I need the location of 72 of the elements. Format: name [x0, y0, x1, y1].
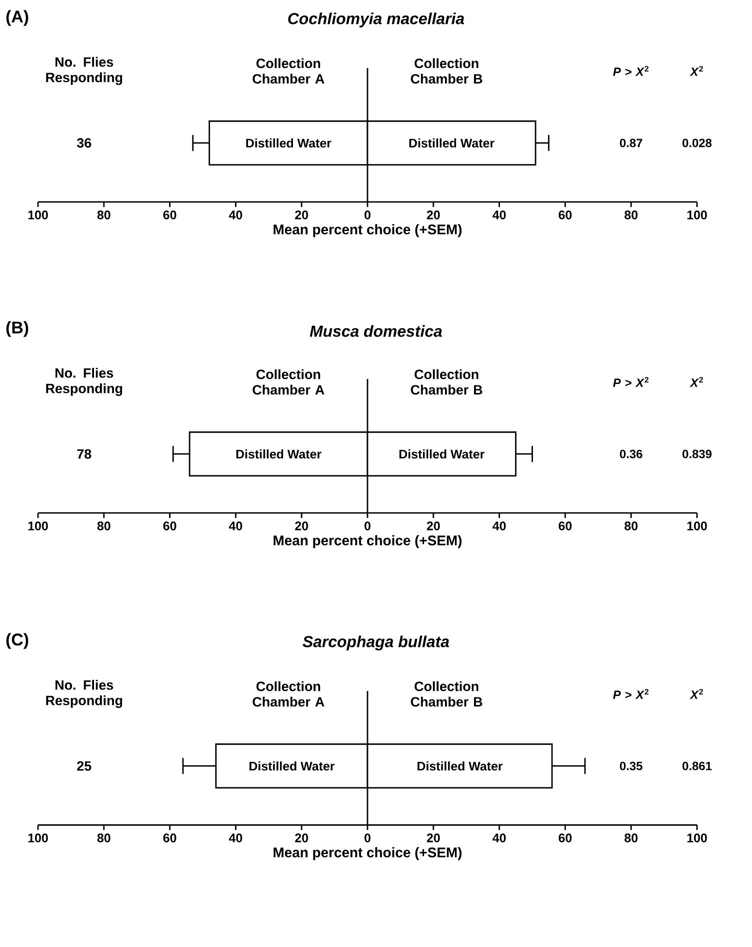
- x-tick-label: 0: [364, 210, 370, 220]
- annotation: 0.87: [620, 138, 642, 148]
- text: (B): [6, 321, 28, 337]
- x-tick-label: 80: [624, 210, 638, 220]
- x-tick-label: 60: [163, 522, 176, 530]
- text: Collection Chamber A: [252, 681, 324, 707]
- x-axis-title: Mean percent choice (+SEM): [274, 535, 462, 548]
- data-label: Distilled Water: [236, 449, 322, 459]
- x-tick-label: 80: [97, 210, 110, 220]
- x-tick-label: 80: [624, 834, 638, 842]
- x-tick-label: 100: [28, 210, 48, 220]
- x-tick-label: 20: [295, 522, 308, 530]
- annotation: P > X$^{2}$: [613, 376, 648, 387]
- x-tick-label: 60: [558, 210, 572, 220]
- text: (C): [6, 633, 28, 649]
- annotation: No. Flies Responding: [46, 680, 122, 708]
- text: Collection Chamber B: [410, 681, 482, 707]
- x-tick-label: 80: [624, 522, 638, 530]
- data-label: Distilled Water: [399, 449, 484, 459]
- annotation: X$^{2}$: [690, 66, 703, 76]
- x-tick-label: 20: [426, 210, 440, 220]
- data-label: Distilled Water: [418, 761, 503, 771]
- data-label: Distilled Water: [246, 138, 332, 148]
- x-tick-label: 40: [492, 210, 506, 220]
- annotation: X$^{2}$: [690, 688, 703, 699]
- x-axis-title: Mean percent choice (+SEM): [274, 847, 462, 860]
- annotation: X$^{2}$: [690, 376, 703, 387]
- annotation: 0.028: [682, 138, 712, 148]
- annotation: 0.861: [682, 762, 712, 770]
- x-tick-label: 100: [687, 834, 707, 842]
- chart-title: Sarcophaga bullata: [302, 636, 450, 650]
- text: Collection Chamber B: [410, 58, 482, 84]
- x-tick-label: 60: [163, 210, 176, 220]
- text: Collection Chamber A: [252, 369, 324, 395]
- x-tick-label: 20: [295, 834, 308, 842]
- x-tick-label: 60: [558, 522, 572, 530]
- x-tick-label: 40: [228, 834, 242, 842]
- annotation: 36: [76, 138, 92, 148]
- x-tick-label: 40: [492, 834, 506, 842]
- annotation: 0.36: [620, 450, 642, 458]
- chart-title: Musca domestica: [310, 325, 442, 337]
- x-tick-label: 80: [97, 522, 110, 530]
- text: Collection Chamber B: [410, 369, 482, 395]
- x-tick-label: 100: [687, 522, 707, 530]
- x-tick-label: 100: [28, 834, 48, 842]
- x-tick-label: 60: [558, 834, 572, 842]
- annotation: 78: [77, 449, 92, 459]
- x-axis-title: Mean percent choice (+SEM): [274, 224, 462, 238]
- annotation: 25: [77, 761, 92, 771]
- x-tick-label: 100: [28, 522, 48, 530]
- x-tick-label: 0: [364, 522, 370, 530]
- x-tick-label: 60: [163, 834, 176, 842]
- annotation: No. Flies Responding: [46, 368, 122, 396]
- x-tick-label: 80: [97, 834, 110, 842]
- annotation: No. Flies Responding: [46, 56, 122, 85]
- annotation: P > X$^{2}$: [613, 688, 648, 699]
- x-tick-label: 40: [228, 522, 242, 530]
- x-tick-label: 100: [687, 210, 707, 220]
- x-tick-label: 20: [426, 834, 440, 842]
- chart-title: Cochliomyia macellaria: [288, 12, 464, 28]
- x-tick-label: 40: [492, 522, 506, 530]
- x-tick-label: 0: [364, 834, 370, 842]
- x-tick-label: 20: [426, 522, 440, 530]
- x-tick-label: 40: [228, 210, 242, 220]
- text: Collection Chamber A: [252, 58, 324, 84]
- annotation: P > X$^{2}$: [613, 66, 648, 76]
- text: (A): [6, 10, 28, 26]
- data-label: Distilled Water: [250, 761, 335, 771]
- x-tick-label: 20: [295, 210, 308, 220]
- data-label: Distilled Water: [409, 138, 494, 148]
- annotation: 0.839: [682, 450, 712, 458]
- annotation: 0.35: [620, 762, 642, 770]
